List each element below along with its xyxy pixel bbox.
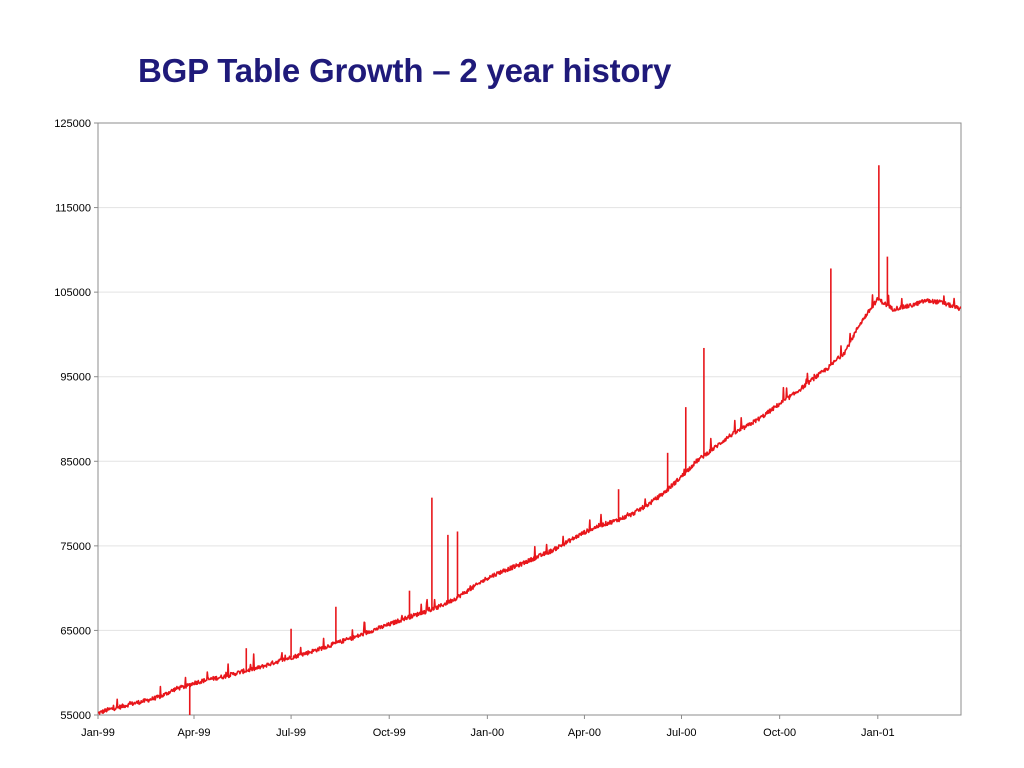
y-tick-label: 125000 <box>54 118 91 130</box>
x-tick-label: Apr-99 <box>177 727 210 739</box>
y-tick-label: 65000 <box>60 625 91 637</box>
y-tick-label: 105000 <box>54 287 91 299</box>
y-tick-label: 55000 <box>60 710 91 722</box>
plot-area-border <box>97 122 962 716</box>
x-tick-label: Apr-00 <box>568 727 601 739</box>
series-layer <box>97 165 962 715</box>
x-tick-label: Jul-00 <box>667 727 697 739</box>
x-tick-label: Jan-01 <box>861 727 895 739</box>
x-tick-label: Jan-99 <box>81 727 115 739</box>
y-tick-label: 75000 <box>60 541 91 553</box>
x-tick-label: Oct-99 <box>373 727 406 739</box>
x-tick-label: Jan-00 <box>471 727 505 739</box>
y-tick-label: 85000 <box>60 456 91 468</box>
y-axis: 55000 65000 75000 85000 95000 105000 115000 125… <box>54 118 98 722</box>
gridlines <box>98 207 961 631</box>
y-tick-label: 95000 <box>60 372 91 384</box>
x-tick-label: Oct-00 <box>763 727 796 739</box>
x-tick-label: Jul-99 <box>276 727 306 739</box>
x-axis: Jan-99 Apr-99 Jul-99 Oct-99 Jan-00 Apr-00 Jul-… <box>81 715 895 739</box>
series-line <box>97 294 962 715</box>
y-tick-label: 115000 <box>55 203 91 215</box>
slide-title: BGP Table Growth – 2 year history <box>138 52 672 89</box>
